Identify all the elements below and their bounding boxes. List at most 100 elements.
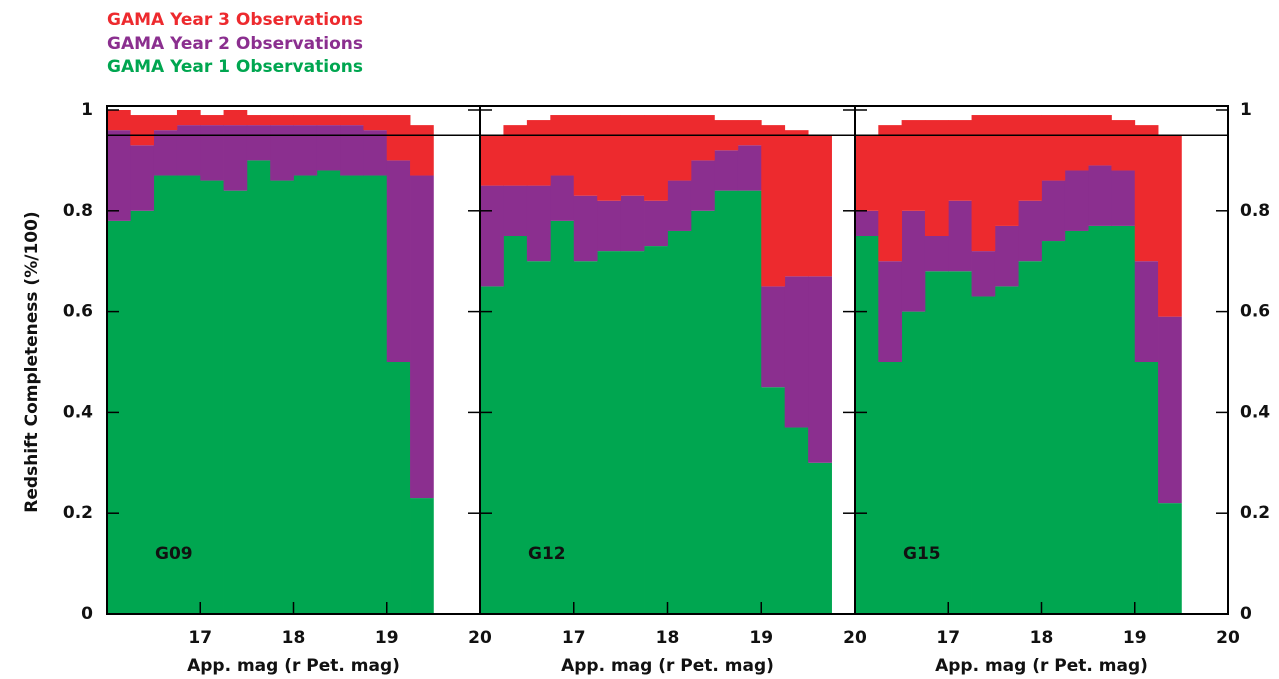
bar-segment bbox=[737, 190, 762, 614]
bar-segment bbox=[153, 130, 178, 176]
bar-segment bbox=[1158, 316, 1182, 504]
bar-segment bbox=[878, 125, 903, 262]
bar-segment bbox=[153, 175, 178, 614]
bar-segment bbox=[573, 195, 598, 262]
bar-segment bbox=[644, 115, 668, 201]
bar-segment bbox=[924, 236, 949, 272]
bar-segment bbox=[784, 130, 809, 277]
bar-segment bbox=[667, 230, 692, 614]
bar-segment bbox=[503, 125, 528, 186]
bar-segment bbox=[1064, 115, 1089, 171]
x-tick-label: 18 bbox=[656, 628, 680, 648]
x-tick-label: 19 bbox=[1123, 628, 1147, 648]
x-tick-label: 17 bbox=[188, 628, 212, 648]
bar-segment bbox=[1041, 241, 1066, 615]
bar-segment bbox=[386, 115, 411, 161]
bar-segment bbox=[223, 125, 248, 191]
bar-segment bbox=[737, 145, 762, 191]
bar-segment bbox=[948, 271, 972, 614]
bar-segment bbox=[620, 115, 645, 196]
bar-segment bbox=[714, 190, 739, 614]
bar-segment bbox=[1041, 180, 1066, 242]
panel-label: G12 bbox=[528, 544, 566, 564]
bar-segment bbox=[784, 276, 809, 428]
x-tick-label: 18 bbox=[282, 628, 306, 648]
bar-segment bbox=[878, 362, 903, 614]
bar-segment bbox=[1134, 261, 1159, 362]
bar-segment bbox=[597, 200, 622, 252]
bar-segment bbox=[573, 115, 598, 196]
bar-segment bbox=[1088, 115, 1112, 166]
x-axis-label: App. mag (r Pet. mag) bbox=[561, 656, 774, 676]
y-tick-label: 0.8 bbox=[1240, 201, 1270, 221]
bar-segment bbox=[130, 210, 155, 615]
bar-segment bbox=[690, 160, 715, 211]
bar-segment bbox=[690, 115, 715, 161]
bar-segment bbox=[246, 160, 271, 614]
bar-segment bbox=[200, 115, 224, 126]
bar-segment bbox=[107, 130, 131, 221]
bar-segment bbox=[223, 190, 248, 614]
y-tick-label: 1 bbox=[81, 100, 93, 120]
bar-segment bbox=[994, 286, 1019, 614]
x-tick-label: 20 bbox=[1216, 628, 1240, 648]
bar-segment bbox=[690, 210, 715, 615]
bar-segment bbox=[550, 115, 575, 176]
bar-segment bbox=[1064, 170, 1089, 231]
x-tick-label: 17 bbox=[936, 628, 960, 648]
bar-segment bbox=[971, 296, 996, 614]
legend-entry: GAMA Year 3 Observations bbox=[107, 10, 363, 30]
bar-segment bbox=[901, 311, 926, 614]
bar-segment bbox=[901, 120, 926, 211]
y-tick-label: 1 bbox=[1240, 100, 1252, 120]
y-tick-label: 0.6 bbox=[63, 302, 93, 322]
bar-segment bbox=[620, 251, 645, 614]
bar-segment bbox=[644, 200, 668, 247]
bar-segment bbox=[855, 236, 879, 614]
bar-segment bbox=[410, 125, 434, 176]
x-tick-label: 19 bbox=[375, 628, 399, 648]
bar-segment bbox=[480, 185, 504, 287]
bar-segment bbox=[363, 115, 388, 131]
bar-segment bbox=[971, 115, 996, 252]
bar-segment bbox=[1158, 135, 1182, 317]
bar-segment bbox=[550, 175, 575, 221]
bar-segment bbox=[176, 175, 201, 614]
bar-segment bbox=[667, 115, 692, 181]
panel-label: G09 bbox=[155, 544, 193, 564]
bar-segment bbox=[1064, 230, 1089, 614]
bar-segment bbox=[737, 120, 762, 146]
x-tick-label: 20 bbox=[468, 628, 492, 648]
bar-segment bbox=[855, 210, 879, 236]
bar-segment bbox=[878, 261, 903, 362]
bar-segment bbox=[808, 462, 832, 614]
bar-segment bbox=[761, 387, 786, 614]
bar-segment bbox=[808, 135, 832, 277]
bar-segment bbox=[340, 175, 364, 614]
bar-segment bbox=[480, 286, 504, 614]
bar-segment bbox=[1088, 225, 1112, 615]
bar-segment bbox=[761, 125, 786, 287]
x-axis-label: App. mag (r Pet. mag) bbox=[187, 656, 400, 676]
bar-segment bbox=[1111, 120, 1136, 171]
bar-segment bbox=[1111, 170, 1136, 226]
bar-segment bbox=[901, 210, 926, 312]
bar-segment bbox=[503, 236, 528, 614]
x-tick-label: 18 bbox=[1030, 628, 1054, 648]
bar-segment bbox=[107, 110, 131, 131]
bar-segment bbox=[784, 427, 809, 614]
bar-segment bbox=[620, 195, 645, 252]
x-axis-label: App. mag (r Pet. mag) bbox=[935, 656, 1148, 676]
y-tick-label: 0 bbox=[81, 604, 93, 624]
bar-segment bbox=[153, 115, 178, 131]
bar-segment bbox=[597, 115, 622, 201]
bar-segment bbox=[246, 115, 271, 126]
bar-segment bbox=[270, 115, 294, 126]
legend-entry: GAMA Year 2 Observations bbox=[107, 34, 363, 54]
bar-segment bbox=[223, 110, 248, 126]
bar-segment bbox=[1088, 165, 1112, 226]
bar-segment bbox=[410, 498, 434, 614]
bar-segment bbox=[994, 225, 1019, 287]
x-tick-label: 20 bbox=[843, 628, 867, 648]
bar-segment bbox=[924, 271, 949, 614]
